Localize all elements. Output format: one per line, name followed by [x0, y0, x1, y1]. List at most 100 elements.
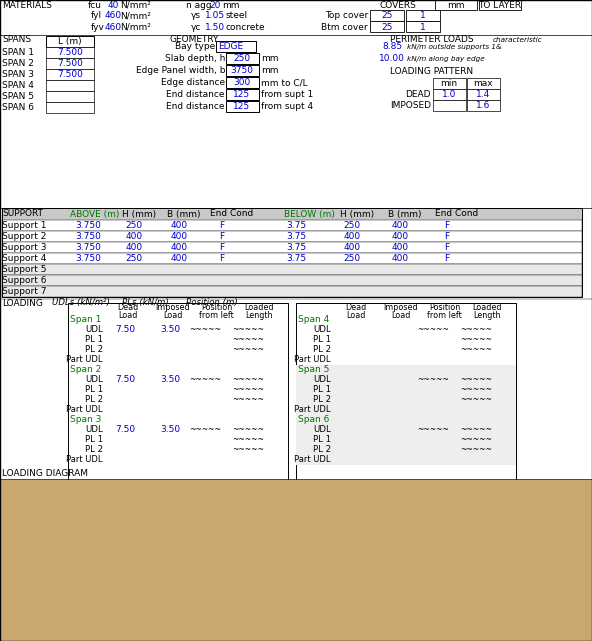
Text: γs: γs [191, 12, 201, 21]
Bar [467, 89, 500, 100]
Text: 1.6: 1.6 [476, 101, 490, 110]
Text: ~~~~~: ~~~~~ [460, 445, 492, 454]
Bar [406, 10, 440, 21]
Text: max: max [473, 79, 493, 88]
Text: fyl: fyl [91, 12, 102, 21]
Text: fyv: fyv [91, 22, 105, 31]
Text: ~~~~~: ~~~~~ [232, 395, 264, 404]
Text: Part UDL: Part UDL [66, 406, 103, 415]
Text: 25: 25 [381, 12, 392, 21]
Bar [2, 264, 582, 275]
Text: Loaded: Loaded [244, 303, 274, 313]
Text: γc: γc [191, 22, 201, 31]
Text: ~~~~~: ~~~~~ [460, 376, 492, 385]
Text: PL 2: PL 2 [313, 395, 331, 404]
Text: Slab depth, h: Slab depth, h [165, 54, 225, 63]
Text: 7.500: 7.500 [57, 70, 83, 79]
Text: ~~~~~: ~~~~~ [189, 376, 221, 385]
Text: Bay type: Bay type [175, 42, 215, 51]
Text: ABOVE (m): ABOVE (m) [70, 210, 120, 219]
Bar [226, 77, 259, 88]
Text: Btm cover: Btm cover [321, 22, 368, 31]
Bar [46, 80, 94, 91]
Text: H (mm): H (mm) [340, 210, 374, 219]
Bar [68, 303, 288, 487]
Text: UDL: UDL [85, 376, 103, 385]
Bar [296, 303, 516, 487]
Text: ~~~~~: ~~~~~ [232, 385, 264, 394]
Text: Part UDL: Part UDL [294, 356, 331, 365]
Text: Dead: Dead [117, 303, 138, 313]
Bar [216, 41, 256, 52]
Text: SPAN 6: SPAN 6 [2, 103, 34, 112]
Text: Imposed: Imposed [155, 303, 190, 313]
Text: Position: Position [429, 303, 460, 313]
Text: F: F [220, 243, 224, 252]
Text: PL 1: PL 1 [85, 385, 103, 394]
Bar [46, 47, 94, 58]
Text: 1: 1 [420, 12, 426, 21]
Text: 400: 400 [391, 221, 408, 230]
Bar [46, 36, 94, 47]
Text: 7.500: 7.500 [57, 59, 83, 68]
Text: Part UDL: Part UDL [294, 456, 331, 465]
Text: 7.50: 7.50 [115, 376, 135, 385]
Text: PL 2: PL 2 [313, 445, 331, 454]
Text: DEAD: DEAD [406, 90, 431, 99]
Text: 1.0: 1.0 [442, 90, 456, 99]
Text: TO LAYER: TO LAYER [478, 1, 522, 10]
Text: 300: 300 [233, 78, 250, 87]
Text: ~~~~~: ~~~~~ [460, 426, 492, 435]
Text: L (m): L (m) [58, 37, 82, 46]
Bar [2, 253, 582, 264]
Text: 3.50: 3.50 [160, 376, 180, 385]
Bar [2, 231, 582, 242]
Text: 125: 125 [233, 102, 250, 111]
Text: Part UDL: Part UDL [66, 356, 103, 365]
Text: PL 2: PL 2 [85, 445, 103, 454]
Bar [467, 78, 500, 89]
Text: Support 6: Support 6 [2, 276, 47, 285]
Text: ~~~~~: ~~~~~ [189, 326, 221, 335]
Text: F: F [445, 243, 449, 252]
Text: ~~~~~: ~~~~~ [232, 376, 264, 385]
Text: 3.750: 3.750 [75, 254, 101, 263]
Text: 7.500: 7.500 [57, 48, 83, 57]
Text: PL 2: PL 2 [85, 395, 103, 404]
Text: 250: 250 [126, 221, 143, 230]
Bar [2, 208, 582, 220]
Text: 3.750: 3.750 [75, 243, 101, 252]
Text: Part UDL: Part UDL [66, 456, 103, 465]
Text: ~~~~~: ~~~~~ [232, 326, 264, 335]
Bar [2, 220, 582, 231]
Text: 1.05: 1.05 [205, 12, 225, 21]
Text: SPANS: SPANS [2, 35, 31, 44]
Bar [226, 101, 259, 112]
Text: 400: 400 [343, 243, 361, 252]
Text: 400: 400 [170, 254, 188, 263]
Text: Load: Load [118, 312, 137, 320]
Text: ~~~~~: ~~~~~ [232, 345, 264, 354]
Text: B (mm): B (mm) [388, 210, 422, 219]
Text: 7.50: 7.50 [115, 326, 135, 335]
Text: steel: steel [226, 12, 248, 21]
Text: F: F [220, 221, 224, 230]
Text: Imposed: Imposed [383, 303, 418, 313]
Text: 125: 125 [233, 90, 250, 99]
Text: UDL: UDL [313, 326, 331, 335]
Text: Span 6: Span 6 [298, 415, 329, 424]
Text: LOADING DIAGRAM: LOADING DIAGRAM [2, 469, 88, 478]
Text: from supt 1: from supt 1 [261, 90, 313, 99]
Text: 3.750: 3.750 [75, 232, 101, 241]
Text: ~~~~~: ~~~~~ [460, 326, 492, 335]
Text: 10.00: 10.00 [379, 54, 405, 63]
Text: SPAN 3: SPAN 3 [2, 70, 34, 79]
Text: fcu: fcu [88, 1, 102, 10]
Text: mm: mm [222, 1, 240, 10]
Text: 20: 20 [210, 1, 221, 10]
Bar [46, 58, 94, 69]
Text: GEOMETRY: GEOMETRY [170, 35, 220, 44]
Bar [433, 100, 466, 111]
Text: 250: 250 [233, 54, 250, 63]
Text: Span 3: Span 3 [70, 415, 101, 424]
